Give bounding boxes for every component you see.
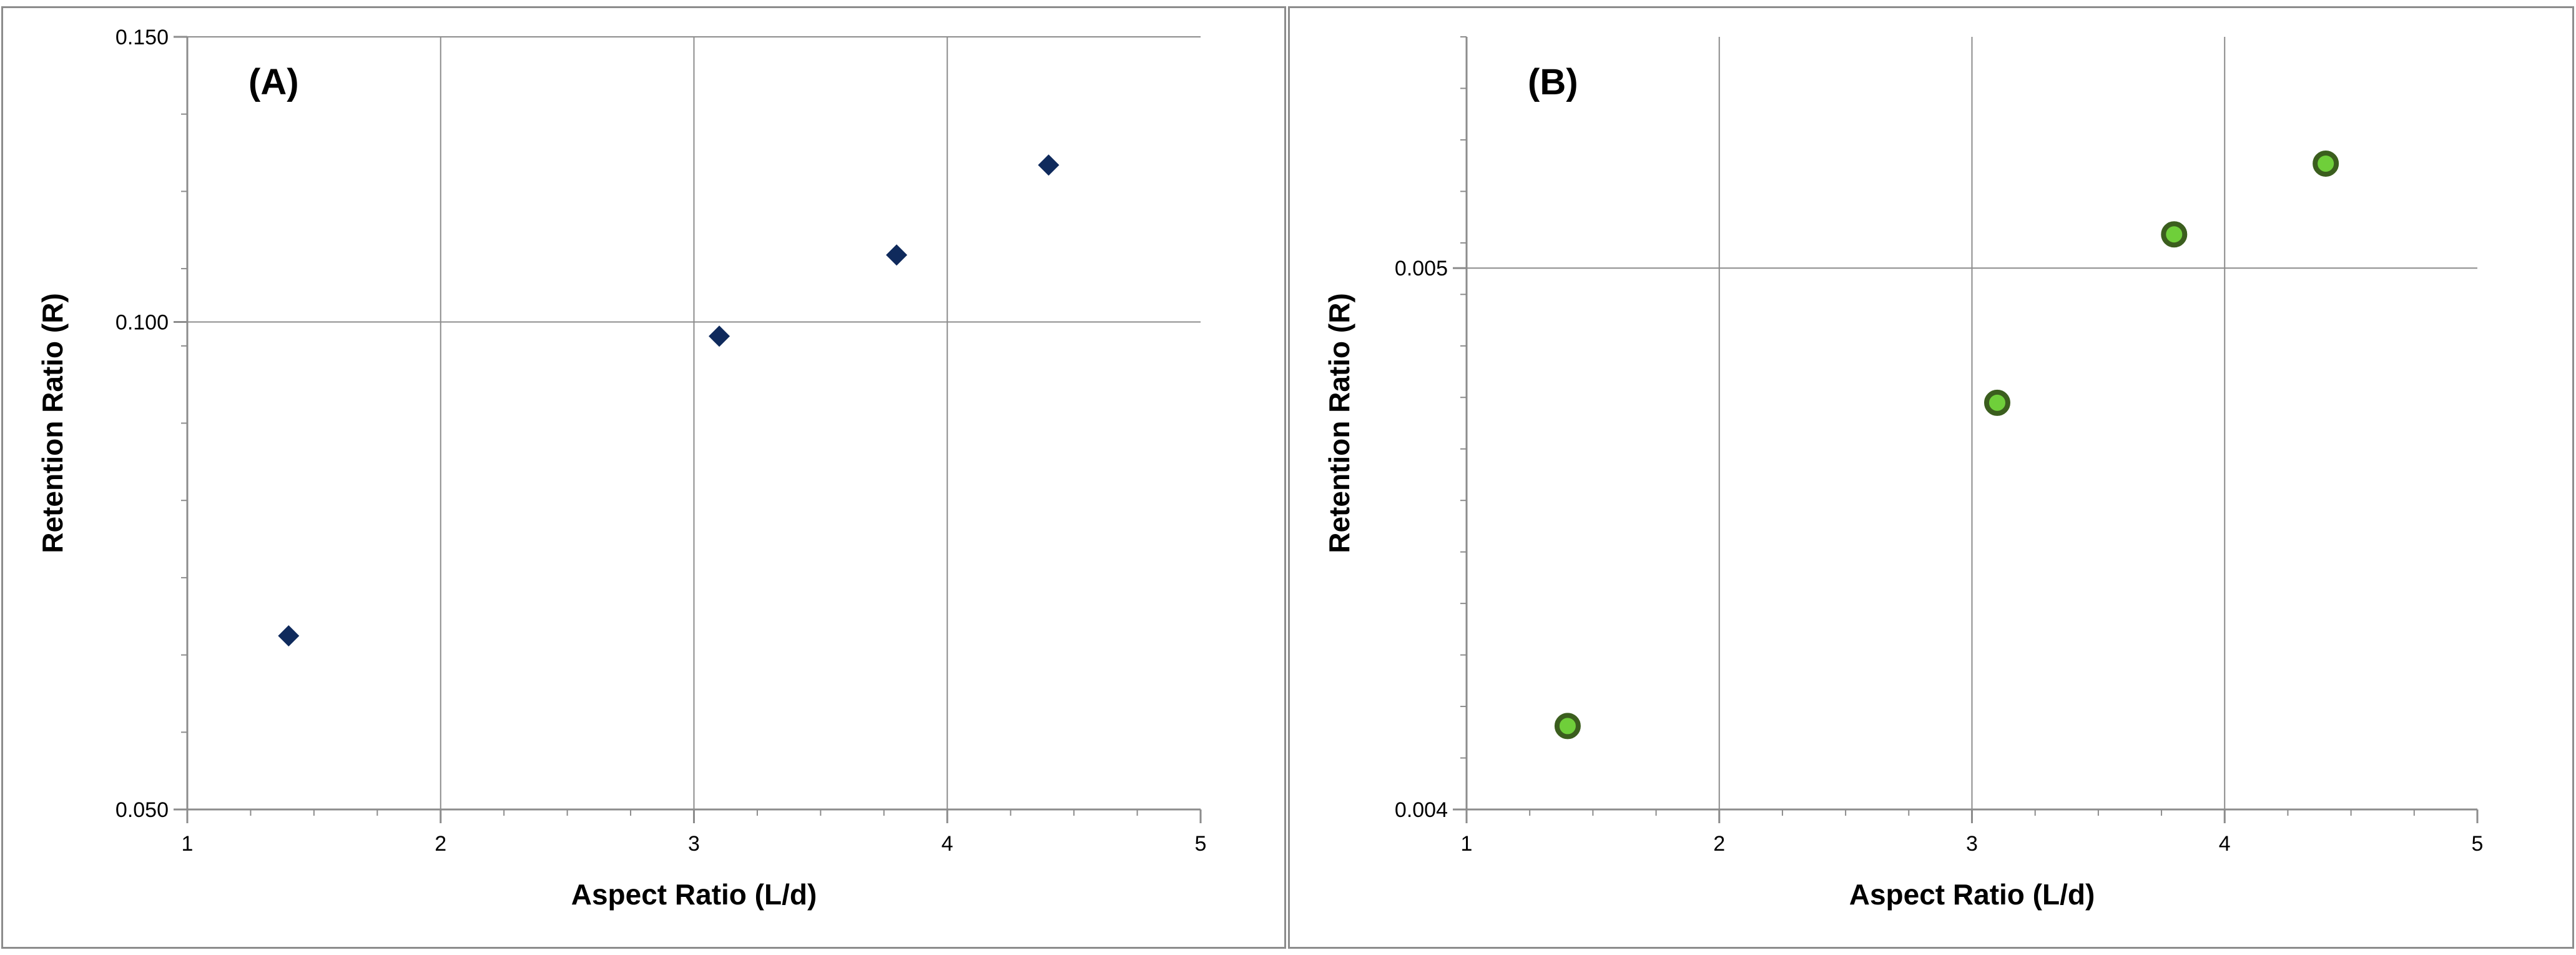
chart-b-svg: 0.004 0.005 1 2 3 4 5 Aspect Ratio (L/d) Retenti…: [1323, 36, 2484, 911]
data-point-circle: [2161, 221, 2188, 248]
data-point-diamond: [709, 325, 730, 347]
x-tick-label: 5: [1195, 832, 1207, 856]
data-point-circle: [2313, 150, 2339, 177]
x-tick-label: 5: [2472, 832, 2484, 856]
x-tick-label: 4: [2219, 832, 2231, 856]
x-tick-label: 2: [1713, 832, 1725, 856]
x-tick-label: 3: [1966, 832, 1978, 856]
chart-panel-a: 0.050 0.100 0.150 1 2 3 4 5 Aspect Ratio (L/d) Re…: [1, 6, 1286, 949]
x-axis-title: Aspect Ratio (L/d): [571, 878, 817, 911]
x-tick-label: 2: [435, 832, 446, 856]
x-tick-label: 1: [1461, 832, 1473, 856]
data-point-circle: [1984, 389, 2010, 416]
x-tick-label: 1: [182, 832, 194, 856]
y-tick-label: 0.050: [116, 798, 169, 822]
data-point-diamond: [886, 244, 908, 266]
y-tick-label: 0.005: [1395, 257, 1448, 280]
y-axis-title: Retention Ratio (R): [1323, 293, 1355, 553]
data-point-diamond: [1038, 154, 1059, 176]
data-point-diamond: [278, 625, 300, 647]
chart-a-svg: 0.050 0.100 0.150 1 2 3 4 5 Aspect Ratio (L/d) Re…: [36, 26, 1207, 911]
panel-label-a: (A): [248, 62, 299, 102]
panel-label-b: (B): [1528, 62, 1578, 102]
x-tick-label: 3: [688, 832, 700, 856]
y-axis-title: Retention Ratio (R): [36, 293, 69, 553]
data-point-circle: [1554, 713, 1581, 740]
x-axis-title: Aspect Ratio (L/d): [1849, 878, 2095, 911]
y-tick-label: 0.004: [1395, 798, 1448, 822]
y-tick-label: 0.100: [116, 311, 169, 335]
x-tick-label: 4: [941, 832, 953, 856]
y-tick-label: 0.150: [116, 26, 169, 49]
chart-panel-b: 0.004 0.005 1 2 3 4 5 Aspect Ratio (L/d) Retenti…: [1288, 6, 2574, 949]
